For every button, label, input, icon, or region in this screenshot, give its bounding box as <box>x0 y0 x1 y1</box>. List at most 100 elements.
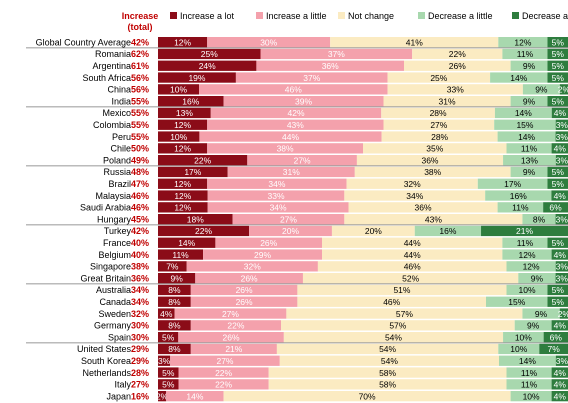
bar-segment-not-change <box>297 284 507 296</box>
bar-value-label: 36% <box>322 61 339 71</box>
country-row: France 40% 14% 26% 44% 11% 5% <box>103 237 568 248</box>
bar-value-label: 5% <box>552 73 565 83</box>
bar-segment-increase-a-lot <box>158 119 208 130</box>
bar-segment-increase-a-lot <box>158 308 175 319</box>
bar-value-label: 16% <box>182 96 199 106</box>
country-row: Australia 34% 8% 26% 51% 10% 5% <box>96 284 568 296</box>
legend-label-decrease-a-little: Decrease a little <box>428 11 493 21</box>
bar-segment-decrease-a-little <box>506 379 552 390</box>
bar-segment-decrease-a-little <box>485 190 552 201</box>
bar-value-label: 9% <box>523 167 536 177</box>
bar-segment-not-change <box>276 343 499 355</box>
country-row: Russia 48% 17% 31% 38% 9% 5% <box>103 166 568 177</box>
bar-segment-decrease-a-lot <box>547 60 568 71</box>
bar-value-label: 22% <box>195 226 212 236</box>
bar-segment-not-change <box>356 155 504 166</box>
bar-value-label: 5% <box>162 332 175 342</box>
bar-segment-decrease-a-little <box>522 214 556 225</box>
increase-total-value: 36% <box>131 273 149 283</box>
bar-value-label: 11% <box>521 380 538 390</box>
bar-segment-not-change <box>381 131 498 142</box>
bar-segment-decrease-a-little <box>503 155 556 166</box>
country-label: Japan <box>106 391 131 401</box>
bar-value-label: 43% <box>425 214 442 224</box>
bar-segment-increase-a-little <box>178 332 284 343</box>
bar-segment-not-change <box>283 332 504 343</box>
increase-total-header-line1: Increase <box>122 11 159 21</box>
bar-value-label: 17% <box>504 179 521 189</box>
country-label: Chile <box>110 144 131 154</box>
bar-value-label: 27% <box>294 155 311 165</box>
country-row: Romania 62% 25% 37% 22% 11% 5% <box>95 48 568 60</box>
bar-value-label: 27% <box>430 120 447 130</box>
bar-value-label: 28% <box>431 132 448 142</box>
bar-value-label: 26% <box>260 238 277 248</box>
bar-segment-increase-a-lot <box>158 379 179 390</box>
bar-value-label: 34% <box>406 191 423 201</box>
country-label: United States <box>77 344 132 354</box>
bar-value-label: 35% <box>426 144 443 154</box>
bar-value-label: 3% <box>556 214 568 224</box>
bar-value-label: 27% <box>280 214 297 224</box>
bar-value-label: 5% <box>552 285 565 295</box>
bar-segment-increase-a-little <box>260 48 413 60</box>
bar-value-label: 5% <box>552 167 565 177</box>
bar-value-label: 14% <box>518 132 535 142</box>
bar-value-label: 33% <box>268 191 285 201</box>
increase-total-value: 46% <box>131 203 149 213</box>
legend-swatch-decrease-a-lot <box>512 12 519 19</box>
bar-value-label: 2% <box>558 309 568 319</box>
bar-value-label: 8% <box>168 321 181 331</box>
increase-total-value: 55% <box>131 96 149 106</box>
country-row: Japan 16% 2% 14% 70% 10% 4% <box>106 391 568 401</box>
increase-total-value: 42% <box>131 226 149 236</box>
bar-value-label: 70% <box>359 391 376 401</box>
bar-segment-not-change <box>344 190 486 201</box>
country-label: Germany <box>94 321 132 331</box>
bar-value-label: 12% <box>174 37 191 47</box>
bar-value-label: 57% <box>389 321 406 331</box>
bar-value-label: 22% <box>194 155 211 165</box>
bar-segment-increase-a-little <box>178 379 269 390</box>
bar-segment-decrease-a-lot <box>547 72 568 83</box>
bar-segment-decrease-a-little <box>502 48 548 60</box>
increase-total-value: 55% <box>131 120 149 130</box>
bar-segment-increase-a-little <box>190 343 277 355</box>
country-label: Global Country Average <box>36 37 131 47</box>
bar-value-label: 5% <box>162 368 175 378</box>
bar-segment-increase-a-little <box>207 37 331 48</box>
increase-total-value: 16% <box>131 391 149 401</box>
bar-value-label: 29% <box>254 250 271 260</box>
bar-segment-decrease-a-lot <box>551 379 568 390</box>
bar-value-label: 51% <box>393 285 410 295</box>
bar-segment-decrease-a-lot <box>559 308 568 319</box>
bar-value-label: 10% <box>510 344 527 354</box>
bar-segment-not-change <box>322 237 503 248</box>
bar-value-label: 5% <box>552 96 565 106</box>
bar-segment-not-change <box>344 214 523 225</box>
bar-value-label: 22% <box>227 321 244 331</box>
bar-segment-not-change <box>383 96 511 107</box>
bar-segment-increase-a-little <box>247 155 357 166</box>
bar-value-label: 20% <box>365 226 382 236</box>
bar-segment-increase-a-little <box>207 119 384 130</box>
bar-value-label: 9% <box>527 321 540 331</box>
bar-segment-increase-a-little <box>199 131 382 142</box>
bar-segment-decrease-a-little <box>498 343 540 355</box>
bar-segment-decrease-a-little <box>506 367 552 378</box>
bar-value-label: 4% <box>554 144 567 154</box>
bar-value-label: 36% <box>415 203 432 213</box>
bar-value-label: 10% <box>170 85 187 95</box>
bar-value-label: 31% <box>283 167 300 177</box>
bar-value-label: 14% <box>178 238 195 248</box>
bar-value-label: 7% <box>548 344 561 354</box>
bar-value-label: 16% <box>510 191 527 201</box>
country-row: Hungary 45% 18% 27% 43% 8% 3% <box>97 214 568 224</box>
increase-total-value: 62% <box>131 49 149 59</box>
country-row: Belgium 40% 11% 29% 44% 12% 4% <box>98 249 568 260</box>
legend-swatch-increase-a-lot <box>170 12 177 19</box>
bar-value-label: 31% <box>439 96 456 106</box>
increase-total-value: 38% <box>131 262 149 272</box>
bar-segment-decrease-a-lot <box>555 273 568 284</box>
